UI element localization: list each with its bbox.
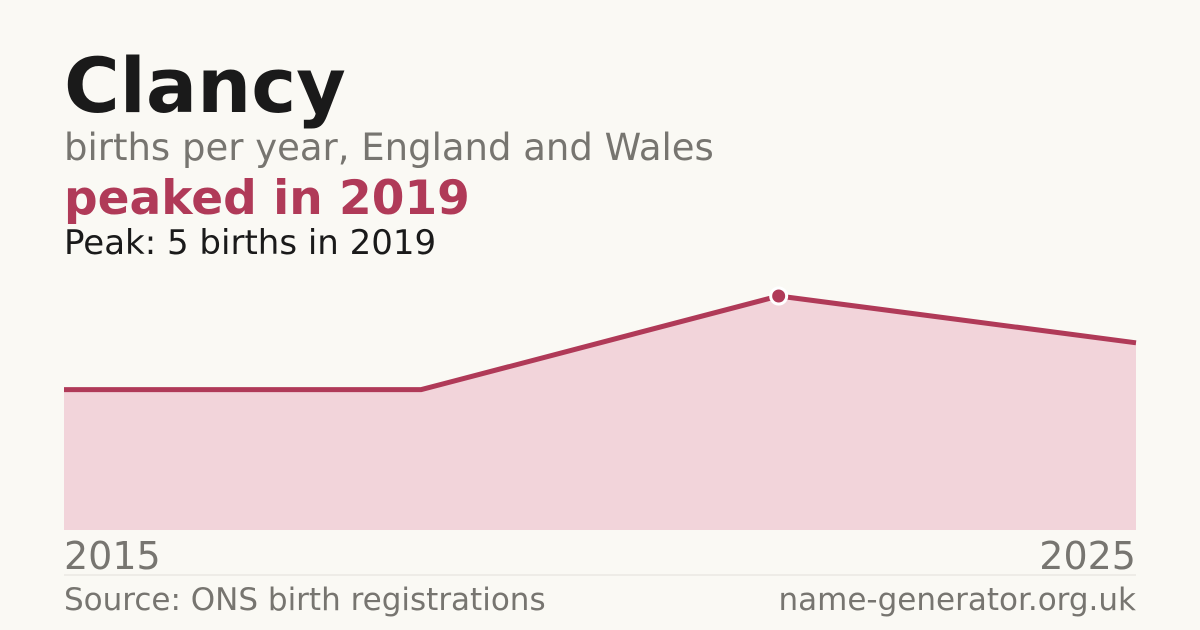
headline: peaked in 2019 xyxy=(64,171,470,226)
peak-marker xyxy=(769,286,789,306)
credit: name-generator.org.uk xyxy=(779,582,1137,618)
line xyxy=(64,293,1137,393)
peak-annotation: Peak: 5 births in 2019 xyxy=(64,223,436,263)
source: Source: ONS birth registrations xyxy=(64,582,546,618)
chart-subtitle: births per year, England and Wales xyxy=(64,126,714,169)
area xyxy=(64,296,1136,530)
x-tick-label: 2025 xyxy=(1039,534,1136,578)
x-tick-label: 2015 xyxy=(64,534,161,578)
chart-title: Clancy xyxy=(64,41,346,130)
